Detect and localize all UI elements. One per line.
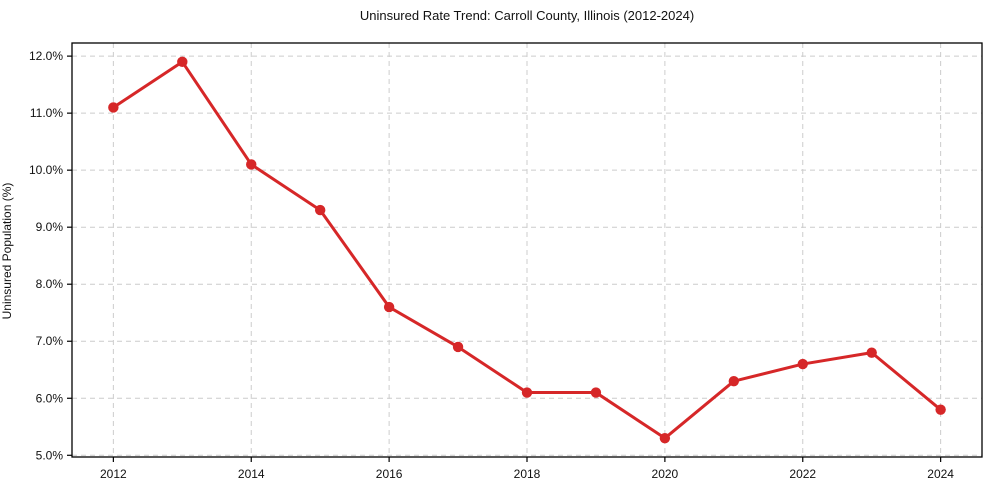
x-tick-label: 2014	[238, 467, 265, 481]
data-point-2019	[590, 387, 602, 398]
chart-title: Uninsured Rate Trend: Carroll County, Il…	[359, 8, 695, 23]
data-point-2018	[521, 387, 533, 398]
x-tick-label: 2018	[514, 467, 541, 481]
data-point-2017	[452, 341, 464, 353]
data-point-2012	[108, 102, 119, 113]
y-tick-label: 10.0%	[29, 163, 63, 177]
y-tick-label: 12.0%	[29, 49, 63, 63]
data-point-2014	[246, 159, 257, 170]
y-tick-label: 5.0%	[36, 448, 64, 462]
x-tick-label: 2016	[376, 467, 403, 481]
y-tick-label: 8.0%	[36, 277, 64, 291]
data-point-2022	[797, 358, 808, 370]
y-tick-label: 9.0%	[36, 220, 64, 234]
data-point-2023	[866, 347, 877, 358]
x-tick-label: 2012	[100, 467, 127, 481]
y-tick-label: 11.0%	[30, 106, 63, 120]
data-point-2021	[728, 375, 740, 387]
x-tick-label: 2022	[789, 467, 816, 481]
data-point-2016	[383, 301, 395, 313]
data-point-2020	[659, 432, 671, 444]
x-tick-label: 2020	[652, 467, 679, 481]
data-point-2015	[314, 204, 326, 216]
data-point-2013	[177, 56, 188, 68]
y-tick-label: 7.0%	[36, 334, 64, 348]
x-tick-label: 2024	[927, 467, 954, 481]
data-point-2024	[935, 404, 946, 415]
y-tick-label: 6.0%	[36, 391, 64, 405]
